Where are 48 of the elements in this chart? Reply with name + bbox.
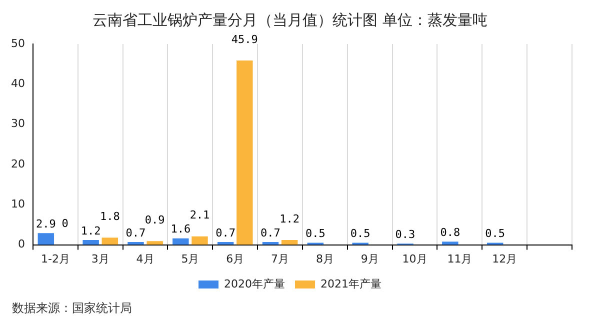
x-tick-label: 4月 [136,252,154,266]
data-label: 1.2 [80,224,101,238]
x-tick-label: 1-2月 [40,252,70,266]
data-label: 2.1 [190,208,210,222]
y-tick-label: 30 [10,117,25,130]
x-tick-label: 9月 [360,252,379,266]
data-label: 0.7 [260,226,280,240]
x-tick-label: 12月 [492,252,518,266]
y-tick-label: 20 [10,157,25,170]
data-label: 0 [62,217,68,230]
bar [128,242,144,245]
y-tick-label: 10 [10,198,25,210]
x-tick-label: 10月 [402,252,428,266]
bar [442,242,458,245]
data-label: 2.9 [36,218,56,231]
x-tick-label: 6月 [226,252,244,266]
data-label: 0.5 [485,227,506,240]
chart-title: 云南省工业锅炉产量分月（当月值）统计图 单位：蒸发量吨 [92,10,488,29]
data-label: 1.6 [170,222,191,236]
bar [38,233,54,245]
bar [146,241,163,245]
bar [82,240,99,245]
data-label: 1.8 [100,210,120,223]
data-label: 0.3 [395,228,416,241]
legend-label: 2020年产量 [224,277,286,290]
x-tick-label: 5月 [181,252,200,266]
data-label: 0.7 [216,226,236,240]
x-tick-label: 11月 [447,252,472,266]
data-label: 45.9 [231,32,258,46]
y-tick-label: 40 [10,77,25,90]
data-label: 1.2 [280,212,300,226]
bar [172,238,189,245]
bar [236,60,253,245]
x-tick-label: 3月 [91,252,110,266]
y-tick-label: 50 [10,36,25,50]
bar [281,240,298,245]
data-label: 0.5 [350,227,370,240]
data-label: 0.9 [144,214,165,227]
x-tick-label: 8月 [316,252,334,266]
data-label: 0.8 [440,226,460,239]
data-label: 0.5 [305,227,326,240]
source-note: 数据来源：国家统计局 [12,300,132,317]
bar [192,236,208,245]
x-tick-label: 7月 [271,252,290,266]
bar [102,238,118,245]
legend-label: 2021年产量 [320,277,382,290]
y-tick-label: 0 [18,238,25,251]
data-label: 0.7 [126,226,146,240]
